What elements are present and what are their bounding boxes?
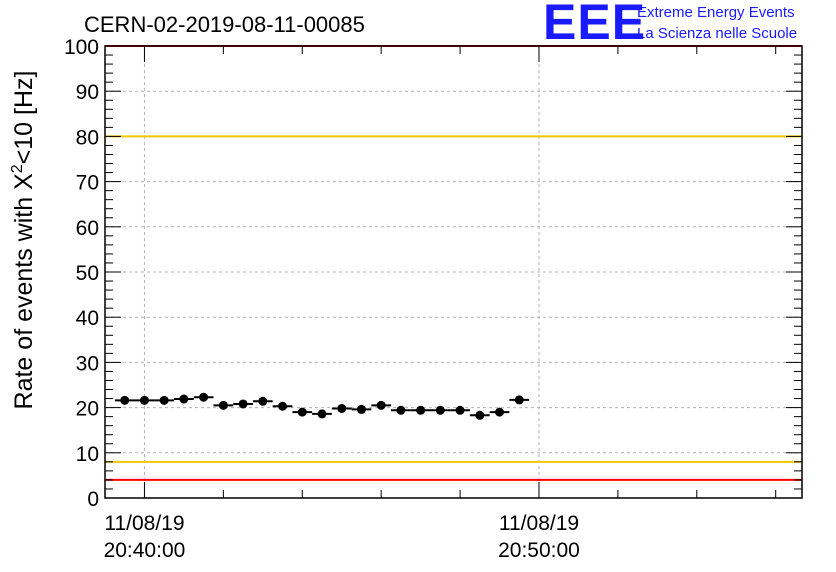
y-axis-label-main: Rate of events with X [10, 173, 38, 410]
axis-ticks: 0 10 20 30 40 50 60 70 80 90 100 11/08/19 20:40:00 11… [64, 36, 802, 562]
grid-lines [105, 46, 802, 498]
data-point [297, 407, 307, 417]
logo-mark: EEE [543, 0, 646, 50]
logo-line-2: La Scienza nelle Scuole [637, 25, 797, 42]
data-point [514, 395, 524, 405]
data-point [317, 409, 327, 419]
data-point [218, 400, 228, 410]
y-tick-label: 20 [76, 398, 99, 421]
data-point [120, 395, 130, 405]
y-tick-label: 100 [64, 36, 99, 59]
data-point [179, 394, 189, 404]
data-point [495, 407, 505, 417]
data-point [337, 404, 347, 414]
y-tick-label: 30 [76, 352, 99, 375]
y-tick-label: 80 [76, 126, 99, 149]
data-point [396, 405, 406, 415]
data-point [159, 395, 169, 405]
x-tick-date: 11/08/19 [104, 512, 184, 535]
data-point [435, 405, 445, 415]
y-axis-label: Rate of events with X2<10 [Hz] [9, 71, 38, 410]
y-tick-label: 90 [76, 81, 99, 104]
y-axis-label-sup: 2 [9, 164, 26, 173]
data-point [278, 401, 288, 411]
data-point [238, 399, 248, 409]
y-tick-label: 40 [76, 307, 99, 330]
y-tick-label: 70 [76, 172, 99, 195]
logo-line-1: Extreme Energy Events [637, 4, 795, 21]
data-point [475, 410, 485, 420]
y-tick-label: 0 [87, 488, 99, 511]
data-point [258, 396, 268, 406]
y-tick-label: 50 [76, 262, 99, 285]
chart-title: CERN-02-2019-08-11-00085 [84, 12, 365, 37]
data-point [416, 405, 426, 415]
x-tick-time: 20:50:00 [498, 539, 580, 562]
y-tick-label: 60 [76, 217, 99, 240]
y-axis-label-tail: <10 [Hz] [10, 71, 38, 165]
data-point [455, 405, 465, 415]
data-point [139, 395, 149, 405]
y-tick-label: 10 [76, 443, 99, 466]
x-tick-time: 20:40:00 [104, 539, 186, 562]
data-point [376, 400, 386, 410]
eee-logo: EEE Extreme Energy Events La Scienza nel… [543, 0, 797, 50]
reference-lines [105, 45, 802, 481]
data-series [114, 392, 530, 420]
x-tick-date: 11/08/19 [499, 512, 579, 535]
data-point [356, 404, 366, 414]
data-point [199, 392, 209, 402]
